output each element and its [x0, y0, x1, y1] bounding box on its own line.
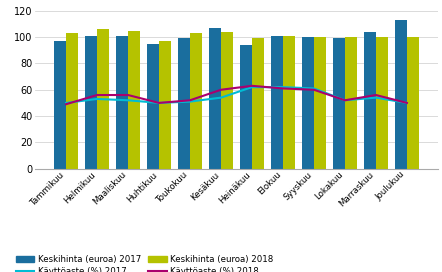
Bar: [301, 37, 314, 169]
Bar: [178, 38, 190, 169]
Bar: [116, 36, 128, 169]
Bar: [53, 41, 66, 169]
Bar: [128, 31, 141, 169]
Bar: [314, 37, 326, 169]
Bar: [332, 38, 345, 169]
Bar: [395, 20, 407, 169]
Bar: [190, 33, 202, 169]
Bar: [345, 37, 357, 169]
Bar: [240, 45, 252, 169]
Bar: [363, 32, 376, 169]
Bar: [66, 33, 78, 169]
Legend: Keskihinta (euroa) 2017, Käyttöaste (%) 2017, Keskihinta (euroa) 2018, Käyttöast: Keskihinta (euroa) 2017, Käyttöaste (%) …: [15, 255, 274, 272]
Bar: [407, 37, 419, 169]
Bar: [376, 37, 389, 169]
Bar: [159, 41, 171, 169]
Bar: [97, 29, 110, 169]
Bar: [283, 36, 295, 169]
Bar: [209, 28, 221, 169]
Bar: [84, 36, 97, 169]
Bar: [271, 36, 283, 169]
Bar: [147, 44, 159, 169]
Bar: [252, 38, 264, 169]
Bar: [221, 32, 233, 169]
